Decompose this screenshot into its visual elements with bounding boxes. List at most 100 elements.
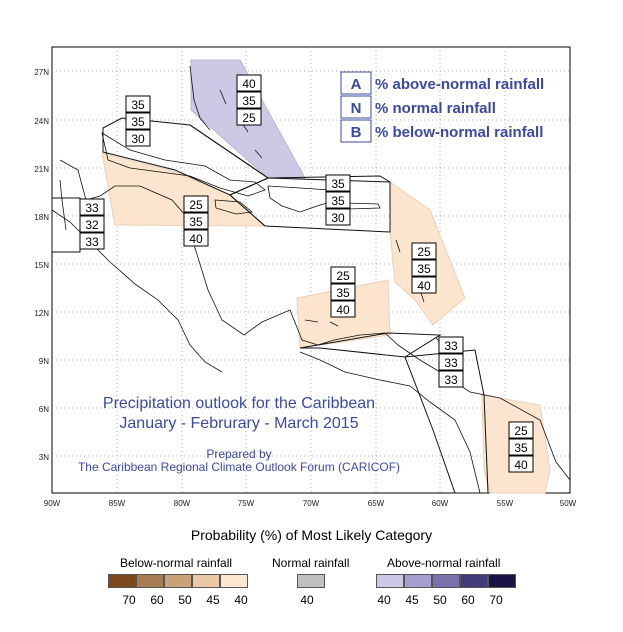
region-cuba-probabilities: 35 35 30: [125, 95, 151, 147]
legend-below-swatch-45: [192, 574, 220, 588]
legend-below-swatch-70: [108, 574, 136, 588]
key-letter-a: A: [351, 76, 362, 93]
legend-above-value: 60: [461, 593, 475, 607]
prepared-org: The Caribbean Regional Climate Outlook F…: [78, 460, 400, 474]
belize-below: 33: [85, 235, 99, 249]
gae-above: 35: [331, 177, 345, 191]
legend-above-swatch-45: [404, 574, 432, 588]
legend-above-swatch-60: [460, 574, 488, 588]
legend-below-value: 70: [122, 593, 136, 607]
region-abc-outline: [299, 332, 442, 358]
jamaica-below: 40: [189, 232, 203, 246]
legend-normal-values: 40: [293, 593, 321, 607]
abc-normal: 35: [336, 286, 350, 300]
lon-label: 75W: [238, 499, 255, 508]
legend-below-swatch-60: [136, 574, 164, 588]
legend-below-value: 60: [150, 593, 164, 607]
lon-label: 85W: [109, 499, 126, 508]
guyana-normal: 33: [444, 356, 458, 370]
legend-above-title: Above-normal rainfall: [387, 556, 501, 570]
legend-above-swatch-50: [432, 574, 460, 588]
legend-below-title: Below-normal rainfall: [120, 556, 233, 570]
lon-label: 50W: [560, 499, 577, 508]
legend-below-swatches: [108, 574, 248, 588]
abc-above: 25: [336, 269, 350, 283]
legend-normal-swatches: [297, 574, 325, 588]
legend-below-value: 40: [234, 593, 248, 607]
legend-above-value: 45: [405, 593, 419, 607]
guyana-above: 33: [444, 339, 458, 353]
region-suriname-probabilities: 25 35 40: [508, 421, 534, 473]
latitude-labels: 27N 24N 21N 18N 15N 12N 9N 6N 3N: [34, 68, 49, 462]
caribbean-map: 27N 24N 21N 18N 15N 12N 9N 6N 3N 90W 85W…: [34, 46, 577, 508]
la-above: 25: [417, 245, 431, 259]
legend-normal-value: 40: [300, 593, 314, 607]
legend-normal-title: Normal rainfall: [272, 556, 350, 570]
legend-above-value: 50: [433, 593, 447, 607]
cuba-below: 30: [131, 132, 145, 146]
region-guyana-outline: [404, 349, 489, 494]
region-greater-antilles-east-probabilities: 35 35 30: [325, 174, 351, 226]
guyana-below: 33: [444, 373, 458, 387]
legend-below-values: 70 60 50 45 40: [115, 593, 255, 607]
lon-label: 80W: [174, 499, 191, 508]
legend-below-value: 45: [206, 593, 220, 607]
bahamas-below: 25: [242, 111, 256, 125]
coastlines: [51, 65, 571, 494]
lon-label: 55W: [497, 499, 514, 508]
bahamas-normal: 35: [242, 94, 256, 108]
region-jamaica-probabilities: 25 35 40: [183, 195, 209, 247]
gae-normal: 35: [331, 194, 345, 208]
abc-below: 40: [336, 303, 350, 317]
legend-normal-swatch-40: [297, 574, 325, 588]
legend-above-values: 40 45 50 60 70: [370, 593, 510, 607]
lat-label: 18N: [34, 213, 49, 222]
lat-label: 9N: [39, 357, 49, 366]
cuba-above: 35: [131, 98, 145, 112]
lat-label: 27N: [34, 68, 49, 77]
legend-above-swatch-70: [488, 574, 516, 588]
belize-above: 33: [85, 201, 99, 215]
key-text-n: % normal rainfall: [375, 100, 496, 117]
lon-label: 70W: [303, 499, 320, 508]
prepared-by: Prepared by: [206, 447, 271, 461]
legend-above-swatch-40: [376, 574, 404, 588]
region-lesser-antilles-probabilities: 25 35 40: [411, 242, 437, 294]
belize-normal: 32: [85, 218, 99, 232]
category-key: A % above-normal rainfall N % normal rai…: [340, 71, 544, 143]
legend-above-value: 70: [489, 593, 503, 607]
legend-above-swatches: [376, 574, 516, 588]
region-belize-outline: [51, 197, 81, 253]
region-belize-probabilities: 33 32 33: [79, 198, 105, 250]
probability-boxes: 40 35 25 35 35 30 33 32 33 25 35 40 35 3…: [79, 74, 534, 473]
sur-normal: 35: [514, 441, 528, 455]
title-line-1: Precipitation outlook for the Caribbean: [103, 395, 375, 412]
legend-below-swatch-40: [220, 574, 248, 588]
sur-above: 25: [514, 424, 528, 438]
gae-below: 30: [331, 211, 345, 225]
key-text-a: % above-normal rainfall: [375, 76, 544, 93]
lat-label: 24N: [34, 117, 49, 126]
lon-label: 90W: [44, 499, 61, 508]
key-letter-b: B: [351, 124, 362, 141]
lat-label: 6N: [39, 405, 49, 414]
key-letter-n: N: [351, 100, 362, 117]
region-guyana-probabilities: 33 33 33: [438, 336, 464, 388]
longitude-labels: 90W 85W 80W 75W 70W 65W 60W 55W 50W: [44, 499, 577, 508]
legend-below-value: 50: [178, 593, 192, 607]
region-abc-probabilities: 25 35 40: [330, 266, 356, 318]
lon-label: 60W: [432, 499, 449, 508]
legend-title: Probability (%) of Most Likely Category: [190, 527, 433, 543]
legend-above-value: 40: [377, 593, 391, 607]
la-below: 40: [417, 279, 431, 293]
legend-below-swatch-50: [164, 574, 192, 588]
map-title: Precipitation outlook for the Caribbean …: [78, 395, 400, 474]
lat-label: 21N: [34, 165, 49, 174]
key-text-b: % below-normal rainfall: [375, 124, 543, 141]
la-normal: 35: [417, 262, 431, 276]
cuba-normal: 35: [131, 115, 145, 129]
region-outlines: [51, 117, 489, 494]
lat-label: 12N: [34, 309, 49, 318]
region-bahamas-probabilities: 40 35 25: [236, 74, 262, 126]
bahamas-above: 40: [242, 77, 256, 91]
